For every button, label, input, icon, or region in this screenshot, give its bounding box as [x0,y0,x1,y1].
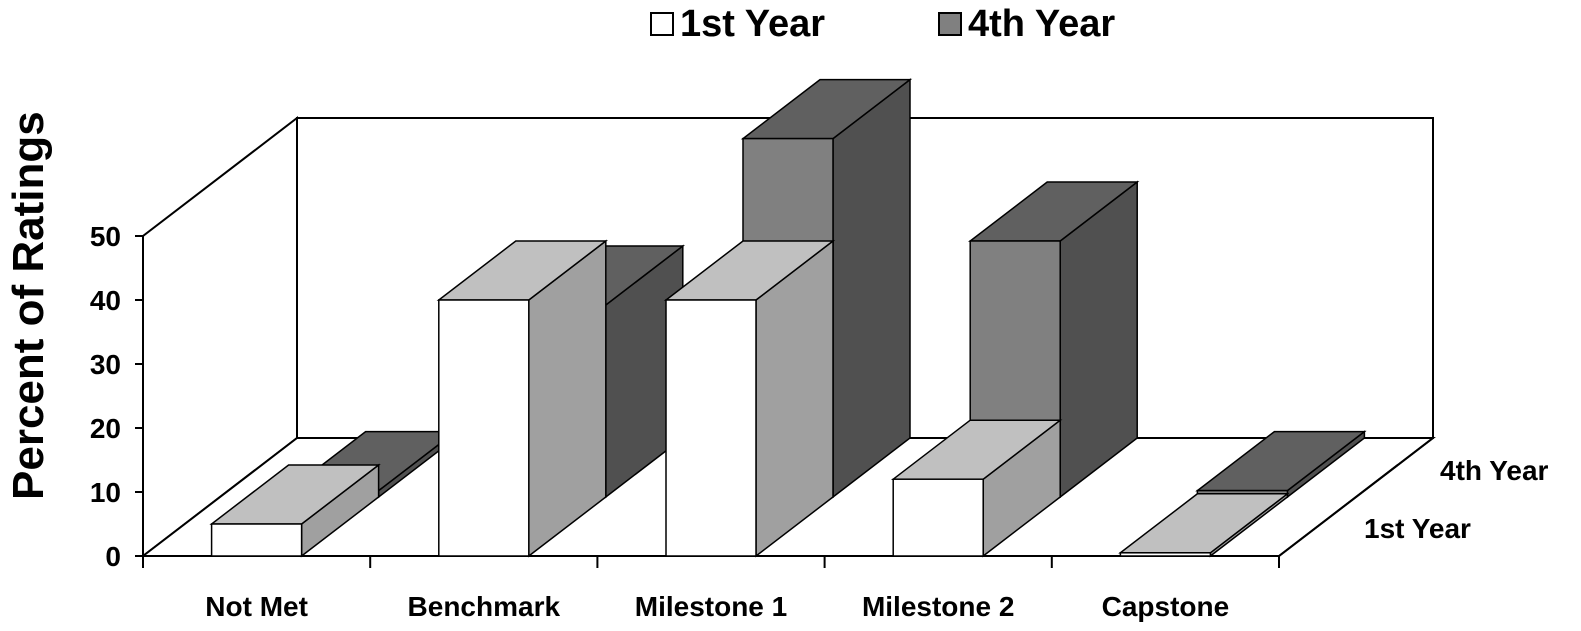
legend-label-4th-year: 4th Year [968,3,1116,45]
x-tick-label: Milestone 2 [862,591,1014,622]
y-tick-label: 20 [90,413,121,444]
bar-1st-year [1118,492,1290,558]
y-tick-label: 0 [105,541,121,572]
legend: 1st Year 4th Year [0,2,1581,46]
y-tick-label: 50 [90,221,121,252]
bar-1st-year-front [438,299,530,557]
legend-item-1st-year: 1st Year [650,2,825,46]
bar-1st-year [209,463,381,558]
legend-swatch-1st-year [650,12,674,36]
bar-1st-year [663,239,836,558]
bar-1st-year [890,418,1063,558]
depth-label: 4th Year [1440,455,1549,486]
bar-1st-year-front [210,523,303,557]
x-tick-label: Not Met [205,591,308,622]
y-tick-label: 40 [90,285,121,316]
depth-label: 1st Year [1364,513,1471,544]
legend-label-1st-year: 1st Year [680,3,826,45]
bar-1st-year-front [665,299,757,557]
bar-1st-year-front [892,478,984,557]
y-tick-label: 10 [90,477,121,508]
bar-1st-year-front [1119,552,1212,557]
x-tick-label: Capstone [1102,591,1230,622]
y-tick-label: 30 [90,349,121,380]
depth-axis [1278,437,1434,557]
x-tick-label: Benchmark [408,591,561,622]
x-tick-label: Milestone 1 [635,591,787,622]
bar-4th-year-side [832,78,911,499]
bar-1st-year [436,239,609,558]
legend-item-4th-year: 4th Year [938,2,1115,46]
legend-swatch-4th-year [938,12,962,36]
